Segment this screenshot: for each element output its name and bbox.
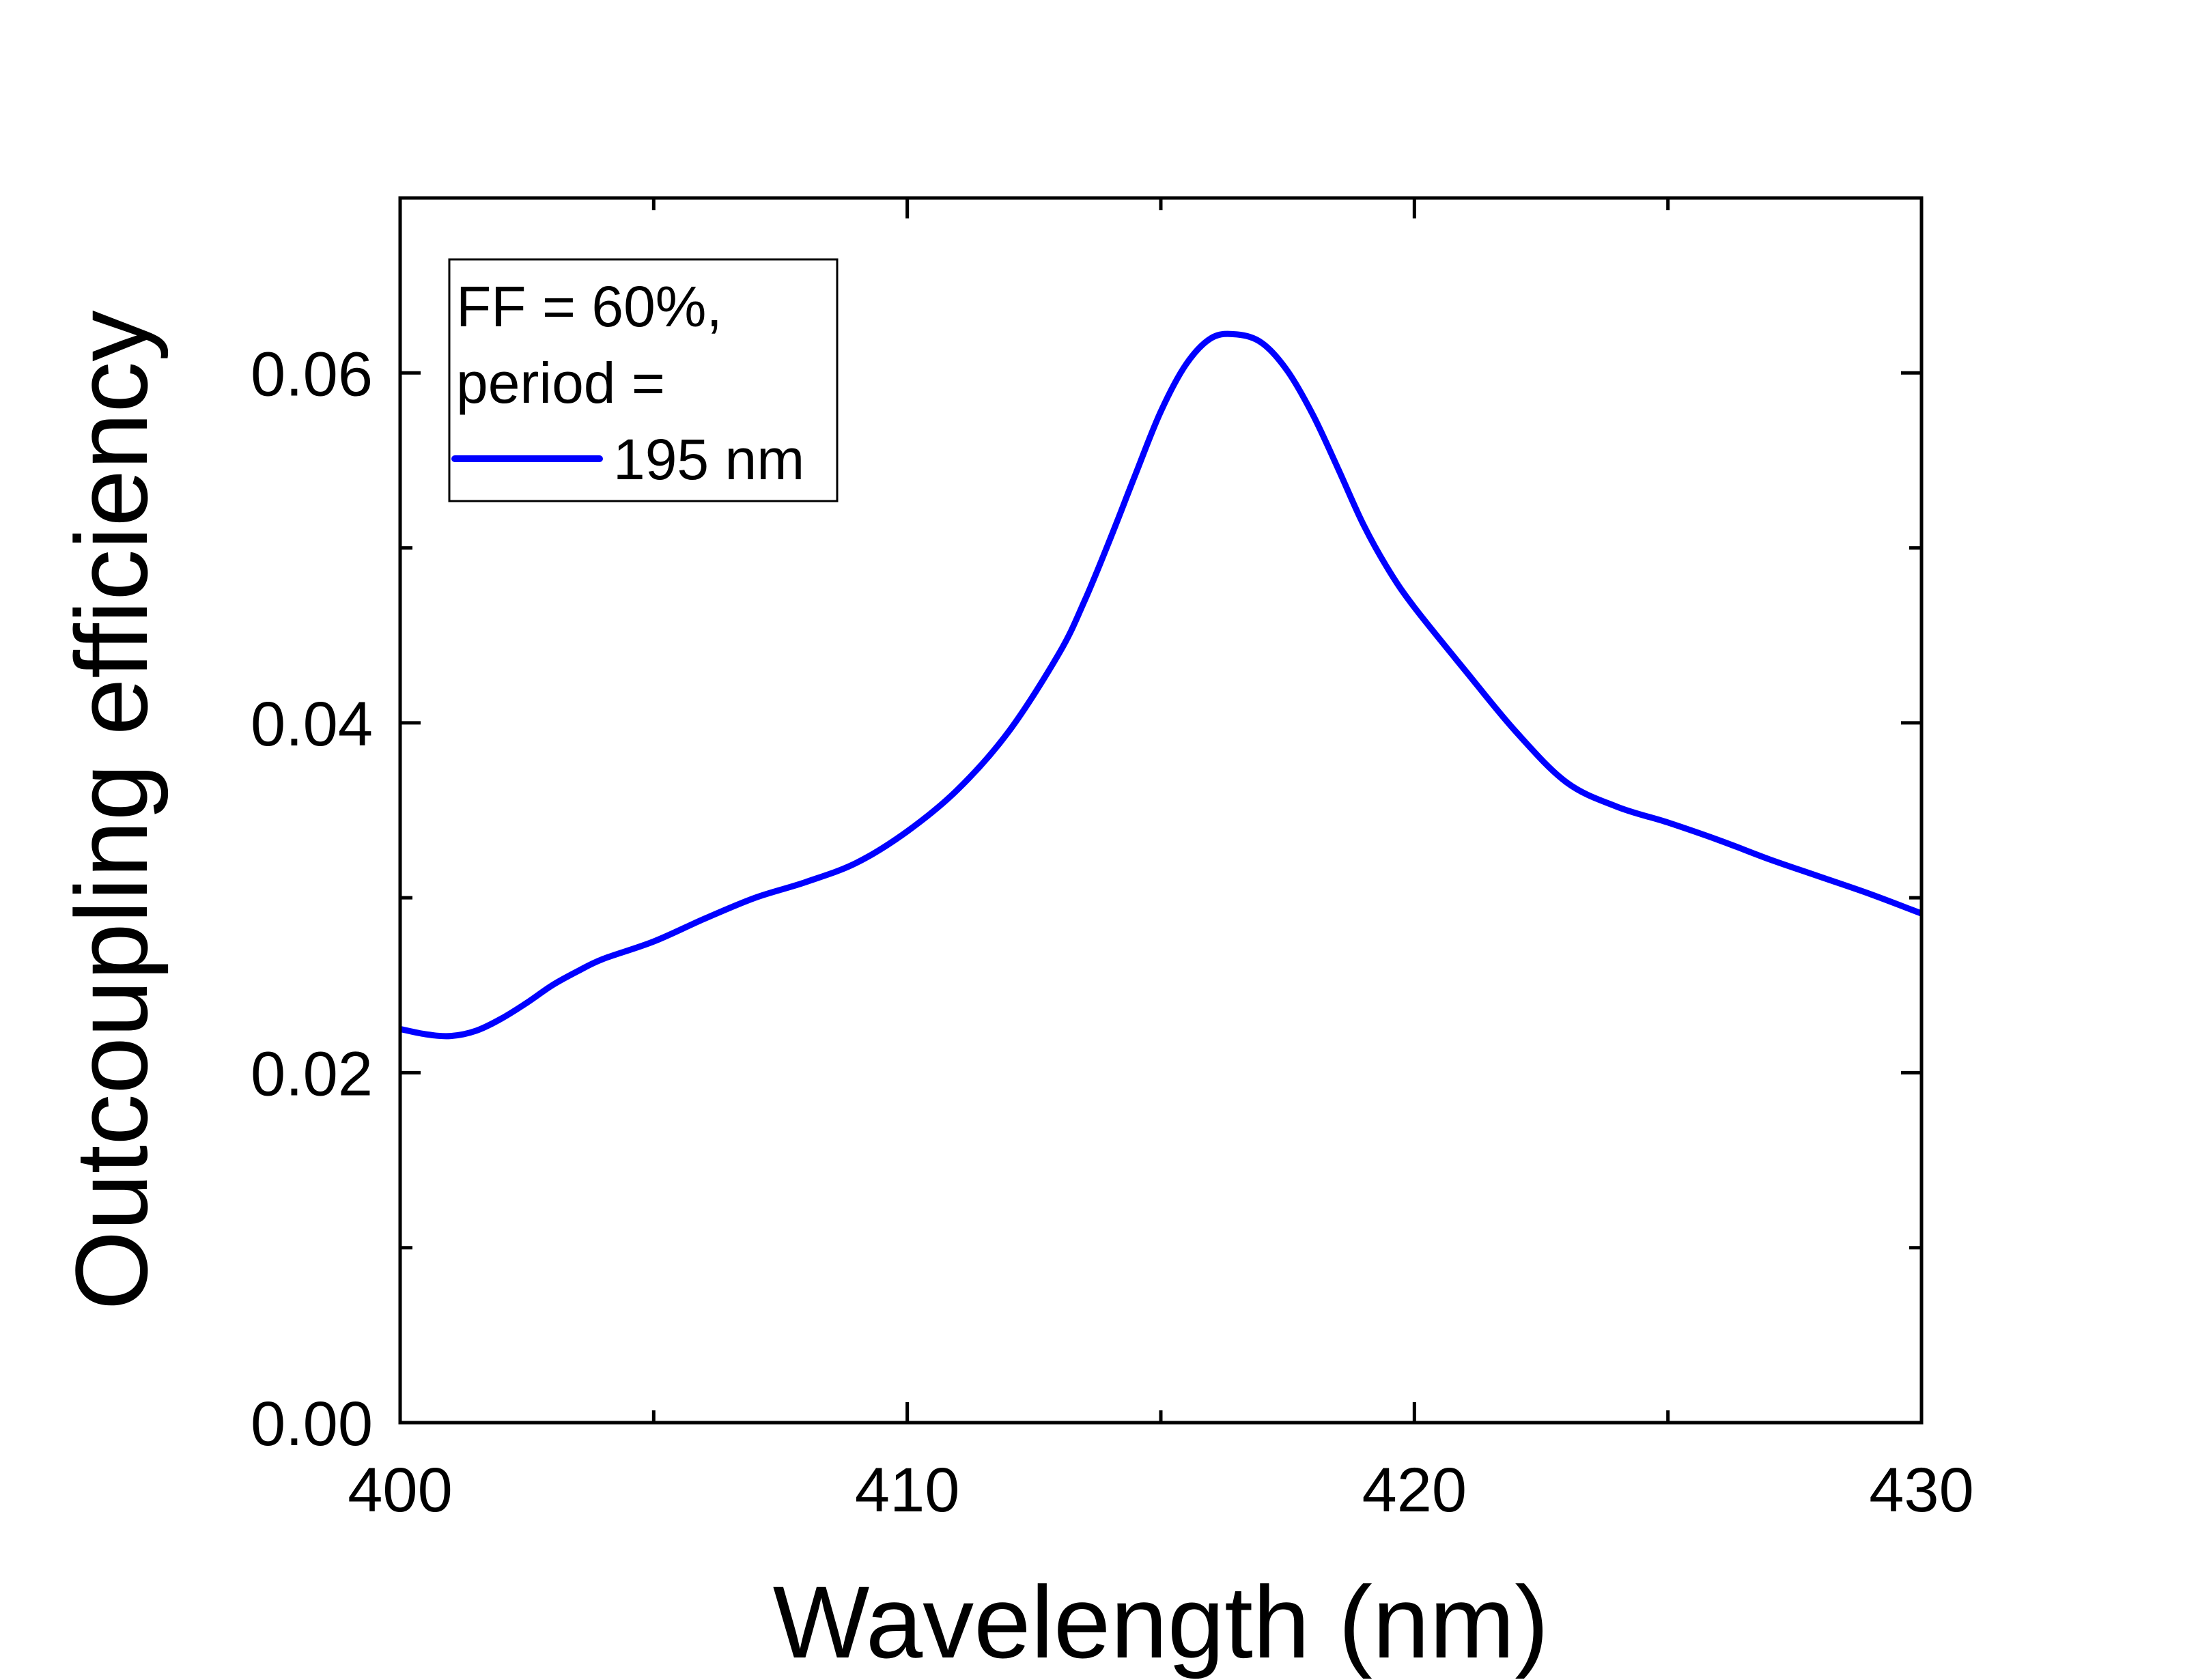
x-tick-label: 430 [1869,1455,1974,1525]
series-layer [399,330,1923,1040]
x-tick-label: 410 [855,1455,960,1525]
y-tick-label: 0.04 [251,689,373,759]
legend-text-line-3: 195 nm [613,427,804,492]
legend-text-line-2: period = [456,351,665,415]
y-tick-label: 0.00 [251,1389,373,1459]
series-line [399,330,1923,1040]
legend-text-line-1: FF = 60%, [456,274,722,339]
y-tick-label: 0.06 [251,339,373,409]
x-axis-title: Wavelength (nm) [773,1565,1549,1679]
y-tick-label: 0.02 [251,1039,373,1109]
y-axis-title: Outcoupling efficiency [54,311,169,1311]
tick-labels-layer: 400 410 420 430 0.00 0.02 0.04 0.06 [251,339,1974,1525]
x-tick-label: 420 [1362,1455,1467,1525]
legend: FF = 60%, period = 195 nm [448,258,839,502]
plot-frame [398,196,1924,1425]
x-tick-label: 400 [348,1455,453,1525]
